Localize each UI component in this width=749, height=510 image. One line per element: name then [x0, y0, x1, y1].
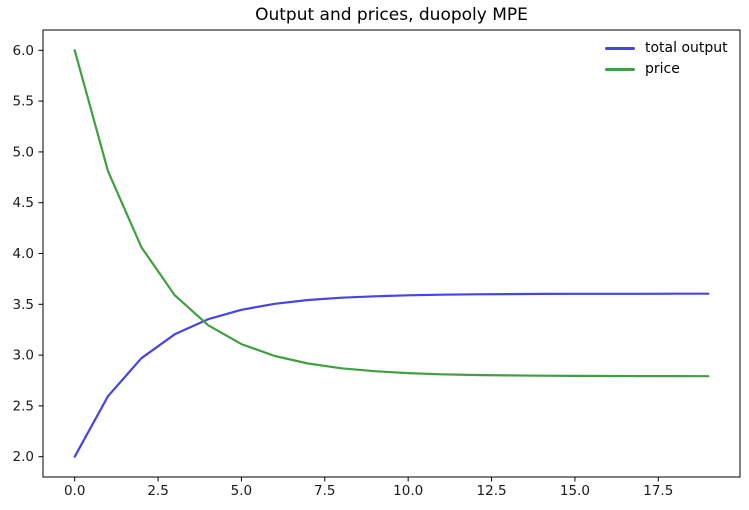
x-axis-tick-label: 15.0 [560, 483, 590, 499]
y-axis-tick-label: 2.5 [13, 398, 34, 414]
x-axis-tick-label: 0.0 [64, 483, 85, 499]
y-axis-tick-label: 5.0 [13, 144, 34, 160]
legend-label-total-output: total output [645, 40, 728, 56]
legend-line-swatch-total-output [605, 47, 635, 50]
plot-frame [42, 29, 741, 478]
x-axis-tick-label: 12.5 [477, 483, 507, 499]
x-axis-tick-label: 7.5 [314, 483, 335, 499]
y-axis-tick-label: 2.0 [13, 449, 34, 465]
y-axis-tick-label: 5.5 [13, 94, 34, 110]
series-line-price [73, 49, 710, 378]
legend-item-total-output: total output [605, 38, 728, 59]
x-axis-tick-label: 10.0 [393, 483, 423, 499]
legend-item-price: price [605, 59, 728, 80]
legend-label-price: price [645, 61, 680, 77]
x-axis-tick-label: 5.0 [231, 483, 252, 499]
y-axis-tick-label: 3.0 [13, 348, 34, 364]
series-line-total-output [73, 292, 710, 458]
chart-title: Output and prices, duopoly MPE [255, 5, 528, 25]
y-axis-tick-label: 6.0 [13, 43, 34, 59]
y-axis-tick-label: 4.0 [13, 246, 34, 262]
y-axis-tick-label: 4.5 [13, 195, 34, 211]
x-axis-tick-label: 17.5 [643, 483, 673, 499]
legend: total output price [605, 38, 728, 80]
legend-line-swatch-price [605, 68, 635, 71]
x-axis-tick-label: 2.5 [147, 483, 168, 499]
y-axis-tick-label: 3.5 [13, 297, 34, 313]
